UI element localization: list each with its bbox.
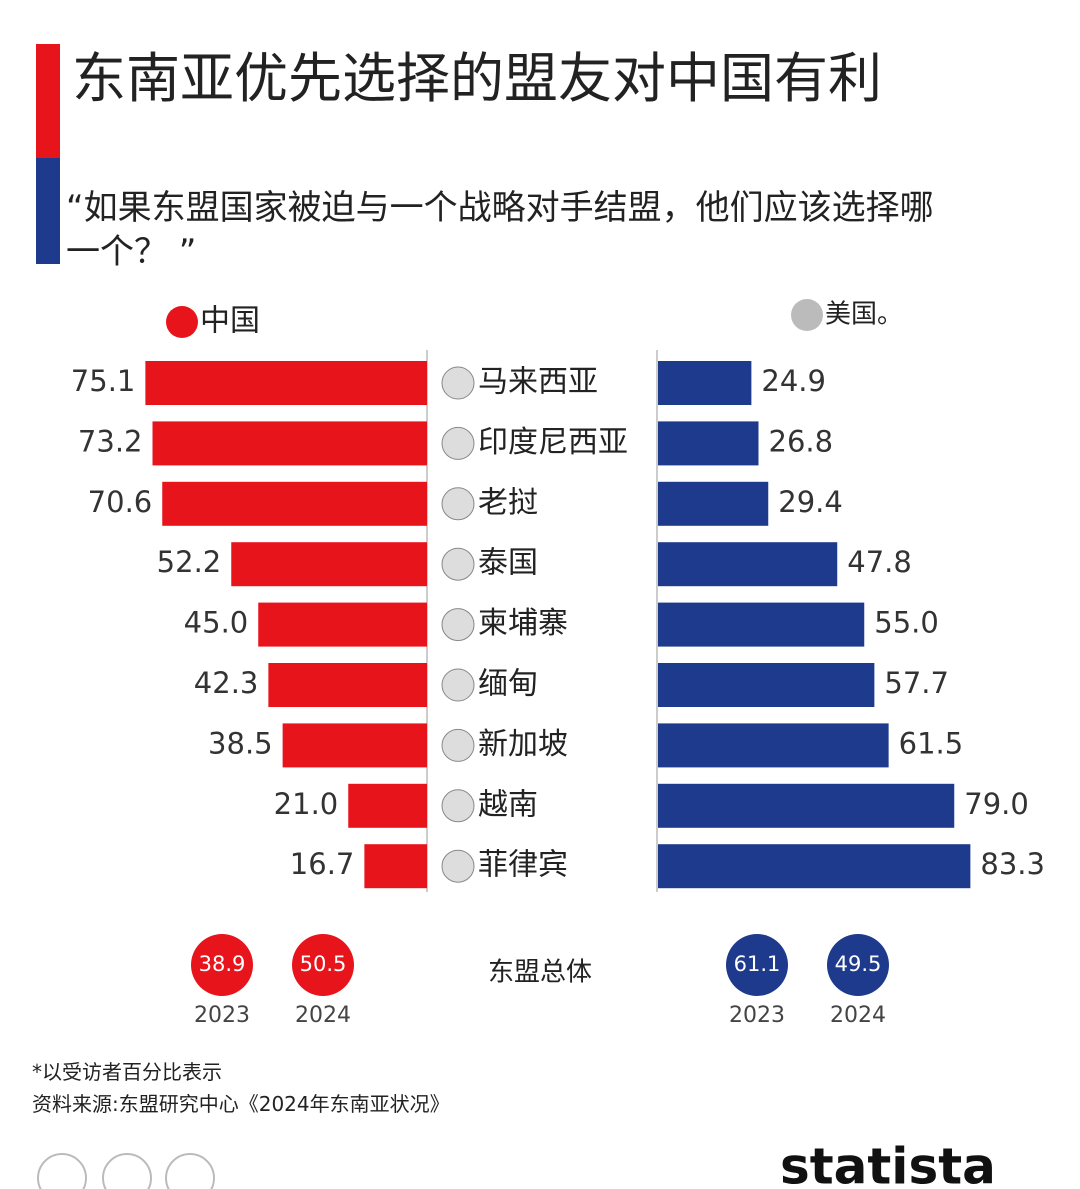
subtitle: “如果东盟国家被迫与一个战略对手结盟，他们应该选择哪一个？ ”: [66, 188, 934, 272]
source: 资料来源:东盟研究中心《2024年东南亚状况》: [32, 1092, 450, 1116]
category-label: 马来西亚: [478, 365, 598, 400]
value-label: 70.6: [88, 485, 153, 519]
legend-flag: [791, 299, 823, 331]
accent-red: [36, 44, 60, 158]
brand: statista: [780, 1138, 996, 1189]
value-label: 79.0: [964, 787, 1029, 821]
value-label: 52.2: [157, 545, 222, 579]
bar: [152, 421, 427, 466]
value-label: 57.7: [884, 666, 949, 700]
totals-label: 东盟总体: [488, 958, 592, 988]
bar: [658, 481, 769, 526]
total-bubble: [726, 934, 788, 996]
category-label: 泰国: [478, 546, 538, 581]
value-label: 24.9: [761, 364, 826, 398]
total-bubble: [191, 934, 253, 996]
value-label: 26.8: [769, 424, 834, 458]
bar: [658, 421, 759, 466]
category-label: 柬埔寨: [478, 606, 568, 641]
value-label: 75.1: [71, 364, 136, 398]
flag: [441, 426, 475, 460]
year-label: 2024: [830, 1003, 886, 1028]
bar: [364, 844, 427, 889]
bar: [231, 542, 427, 587]
total-bubble: [827, 934, 889, 996]
value-label: 21.0: [274, 787, 339, 821]
value-label: 55.0: [874, 606, 939, 640]
total-label: 61.1: [734, 952, 781, 976]
value-label: 16.7: [290, 847, 355, 881]
legend-label: 中国: [200, 304, 260, 339]
category-label: 缅甸: [478, 667, 538, 702]
bar: [145, 361, 427, 405]
bar: [658, 663, 875, 707]
value-label: 29.4: [778, 485, 843, 519]
legend-flag: [166, 306, 198, 338]
year-label: 2023: [194, 1003, 250, 1028]
flag: [441, 547, 475, 581]
flag: [441, 366, 475, 400]
value-label: 83.3: [980, 847, 1045, 881]
value-label: 47.8: [847, 545, 912, 579]
bar: [282, 723, 427, 768]
bar: [658, 723, 889, 768]
legend-label: 美国。: [825, 300, 903, 330]
category-label: 越南: [478, 787, 538, 822]
year-label: 2023: [729, 1003, 785, 1028]
value-label: 38.5: [208, 726, 273, 760]
category-label: 菲律宾: [478, 848, 568, 883]
accent-blue: [36, 158, 60, 264]
bar: [268, 663, 427, 707]
value-label: 42.3: [194, 666, 259, 700]
category-label: 老挝: [478, 485, 538, 520]
bar: [658, 602, 865, 647]
value-label: 61.5: [899, 726, 964, 760]
title: 东南亚优先选择的盟友对中国有利: [72, 47, 882, 110]
category-label: 新加坡: [478, 727, 568, 762]
bar: [658, 844, 971, 889]
flag: [441, 728, 475, 762]
bar: [348, 783, 427, 828]
footnote: *以受访者百分比表示: [32, 1060, 222, 1084]
total-label: 49.5: [835, 952, 882, 976]
bar: [658, 361, 752, 405]
year-label: 2024: [295, 1003, 351, 1028]
value-label: 73.2: [78, 424, 143, 458]
total-label: 50.5: [300, 952, 347, 976]
bar: [258, 602, 427, 647]
flag: [441, 608, 475, 642]
bar: [658, 783, 955, 828]
value-label: 45.0: [184, 606, 249, 640]
flag: [441, 849, 475, 883]
cc-icons: [37, 1153, 215, 1189]
total-bubble: [292, 934, 354, 996]
bar: [162, 481, 427, 526]
footer: *以受访者百分比表示 资料来源:东盟研究中心《2024年东南亚状况》: [32, 1056, 450, 1120]
flag: [441, 668, 475, 702]
total-label: 38.9: [199, 952, 246, 976]
flag: [441, 487, 475, 521]
category-label: 印度尼西亚: [478, 425, 628, 460]
bar: [658, 542, 838, 587]
flag: [441, 789, 475, 823]
